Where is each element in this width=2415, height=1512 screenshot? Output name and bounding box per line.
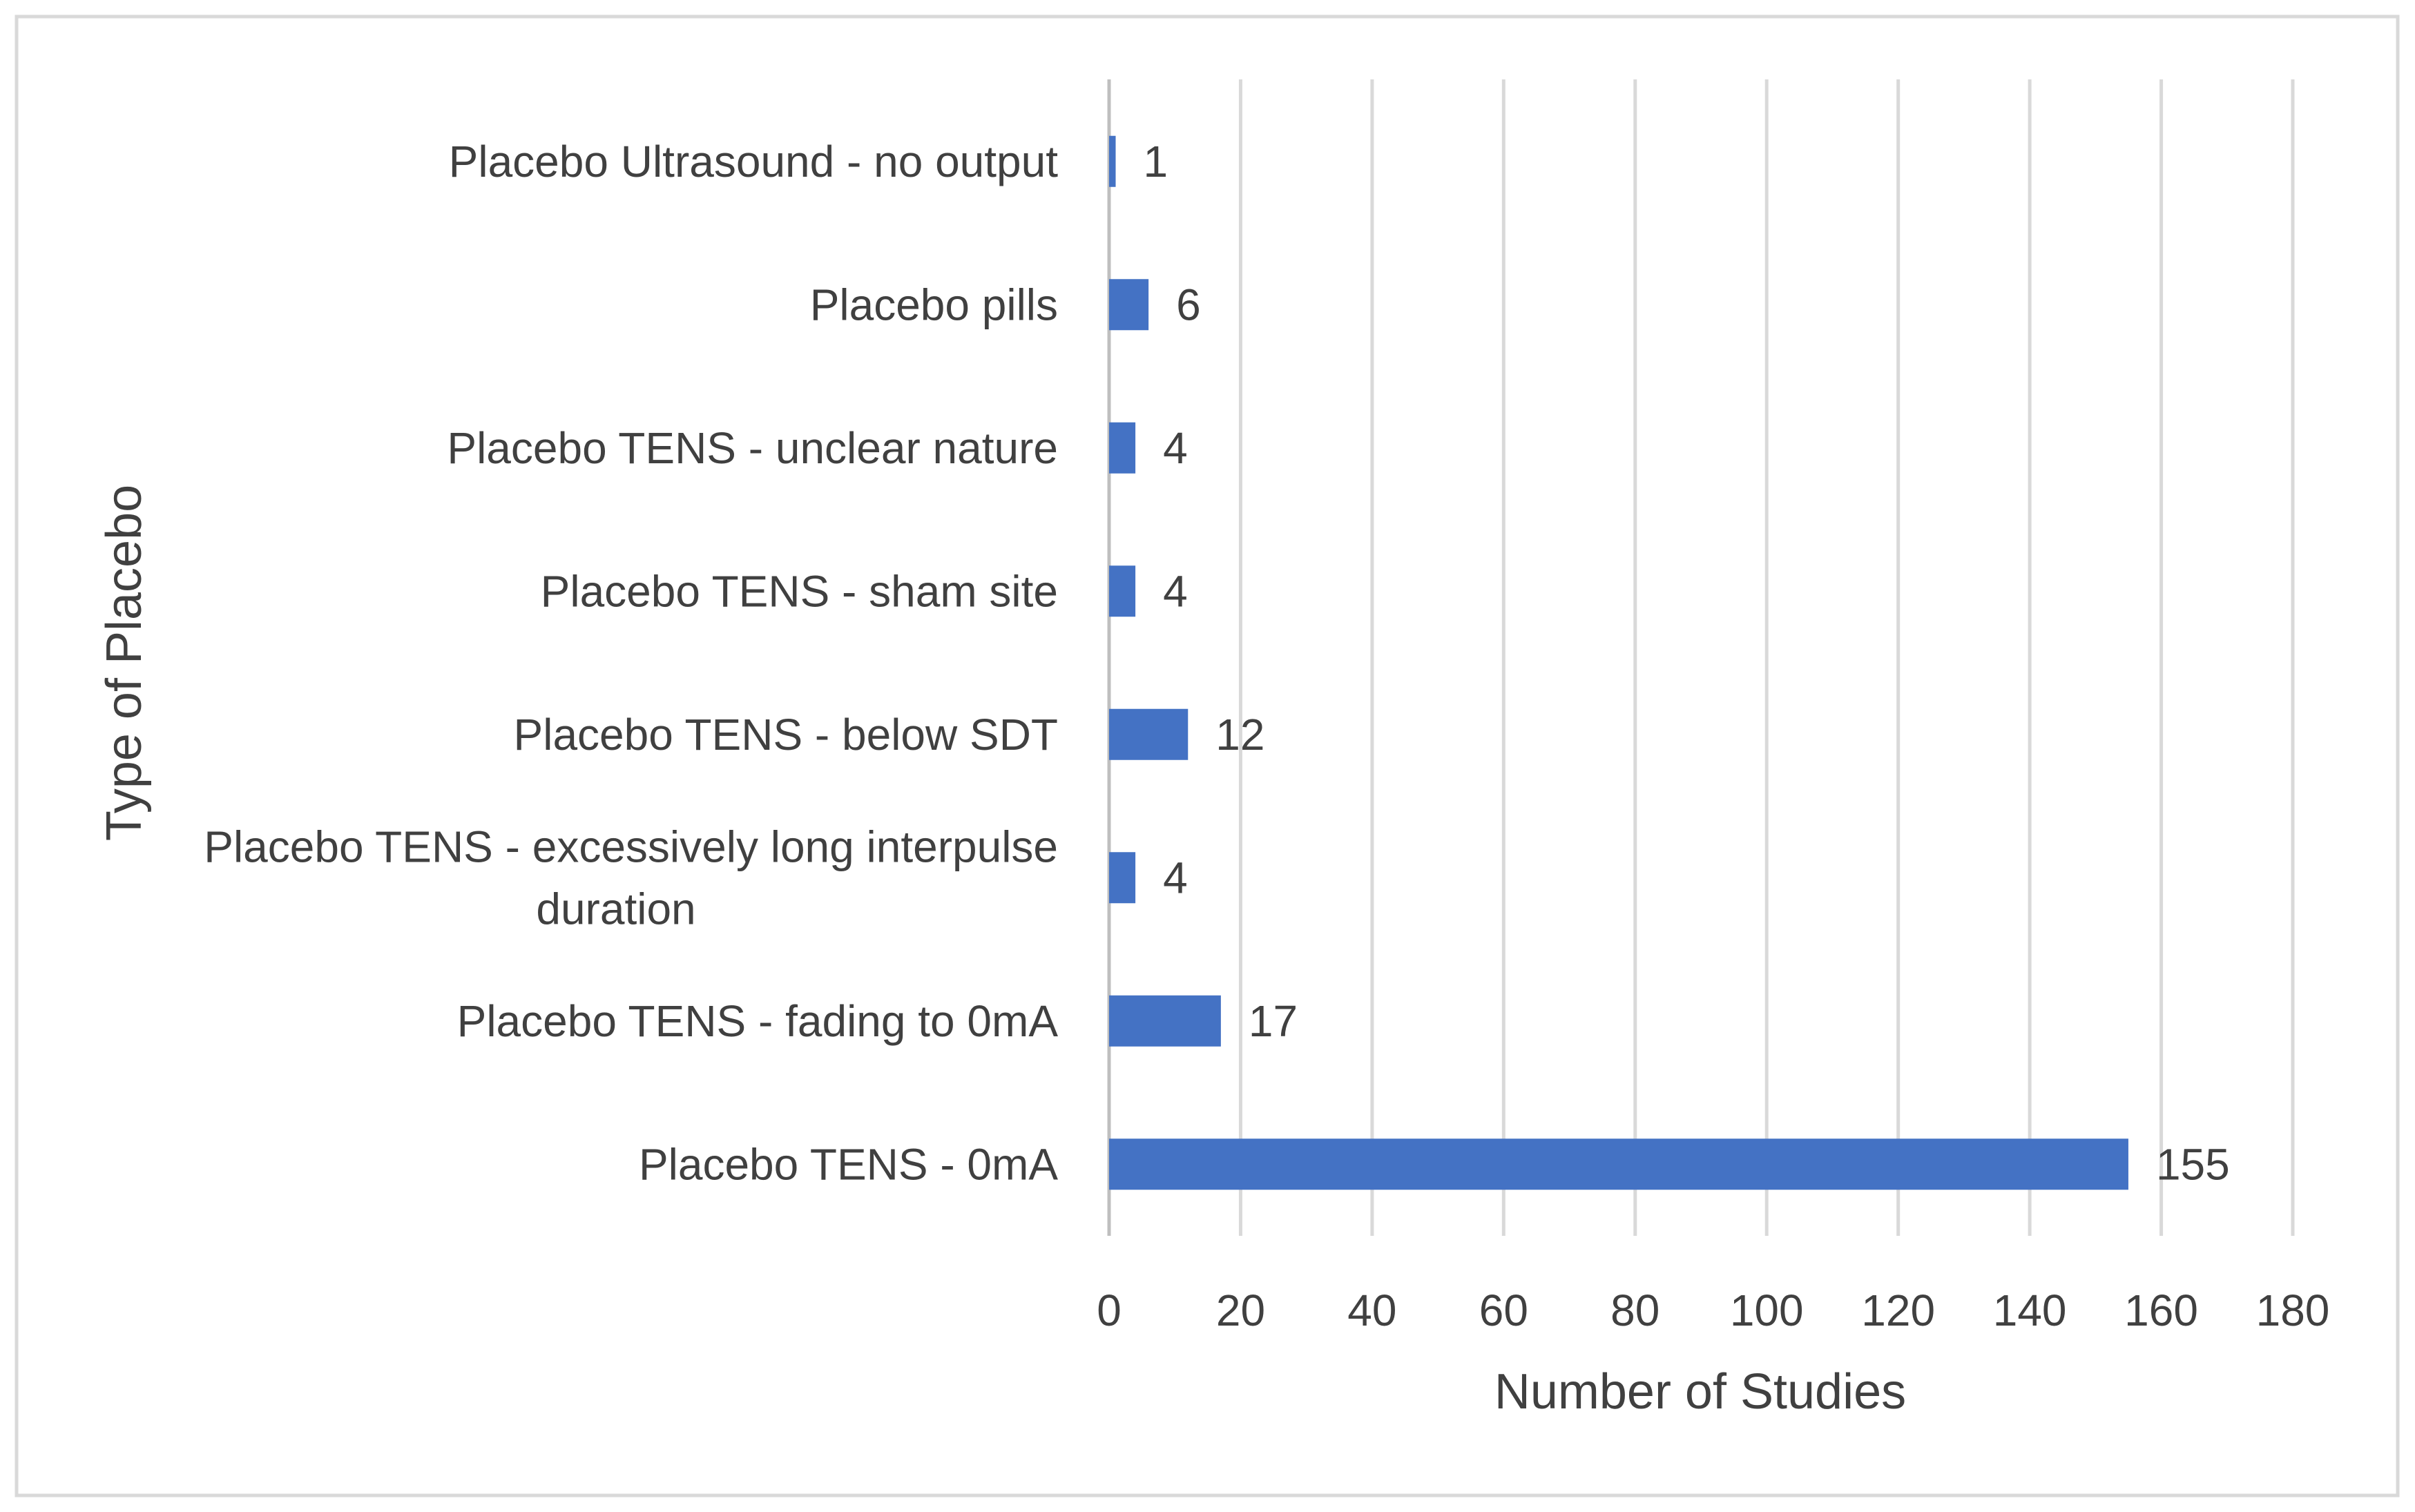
data-label-5: 12 [1215, 710, 1264, 759]
category-label-8: Placebo TENS - 0mA [639, 1139, 1058, 1189]
gridlines [1107, 79, 2295, 1236]
data-label-3: 4 [1163, 423, 1188, 473]
bar-2 [1109, 279, 1149, 331]
bar-4 [1109, 565, 1136, 617]
x-tick-label-160: 160 [2124, 1286, 2198, 1335]
data-label-4: 4 [1163, 566, 1188, 616]
bar-7 [1109, 995, 1221, 1047]
y-axis-title: Type of Placebo [97, 485, 152, 841]
bar-1 [1109, 135, 1116, 187]
category-label-6: Placebo TENS - excessively long interpul… [204, 822, 1058, 933]
bar-3 [1109, 422, 1136, 474]
category-label-7: Placebo TENS - fading to 0mA [457, 996, 1059, 1046]
bar-5 [1109, 708, 1189, 760]
category-labels: Placebo Ultrasound - no output Placebo pi… [204, 137, 1058, 1190]
x-tick-label-100: 100 [1730, 1286, 1804, 1335]
x-tick-label-60: 60 [1479, 1286, 1528, 1335]
category-label-1: Placebo Ultrasound - no output [449, 137, 1059, 186]
x-tick-label-80: 80 [1610, 1286, 1659, 1335]
bar-8 [1109, 1138, 2128, 1190]
x-tick-label-20: 20 [1216, 1286, 1265, 1335]
category-label-4: Placebo TENS - sham site [541, 566, 1058, 616]
x-tick-label-40: 40 [1347, 1286, 1396, 1335]
x-tick-label-140: 140 [1993, 1286, 2067, 1335]
x-axis-title: Number of Studies [1494, 1364, 1906, 1419]
x-tick-labels: 0 20 40 60 80 100 120 140 160 180 [1097, 1286, 2329, 1335]
category-label-3: Placebo TENS - unclear nature [447, 423, 1058, 473]
data-label-1: 1 [1144, 137, 1168, 186]
data-label-7: 17 [1249, 996, 1298, 1046]
category-label-2: Placebo pills [810, 280, 1058, 329]
x-tick-label-120: 120 [1861, 1286, 1935, 1335]
data-label-8: 155 [2156, 1139, 2230, 1189]
bar-6 [1109, 852, 1136, 904]
data-label-2: 6 [1176, 280, 1201, 329]
x-tick-label-180: 180 [2256, 1286, 2330, 1335]
bars [1109, 135, 2128, 1190]
x-tick-label-0: 0 [1097, 1286, 1122, 1335]
category-label-5: Placebo TENS - below SDT [514, 710, 1058, 759]
data-label-6: 4 [1163, 853, 1188, 902]
data-labels: 1 6 4 4 12 4 17 155 [1144, 137, 2230, 1190]
chart-border [15, 14, 2400, 1498]
